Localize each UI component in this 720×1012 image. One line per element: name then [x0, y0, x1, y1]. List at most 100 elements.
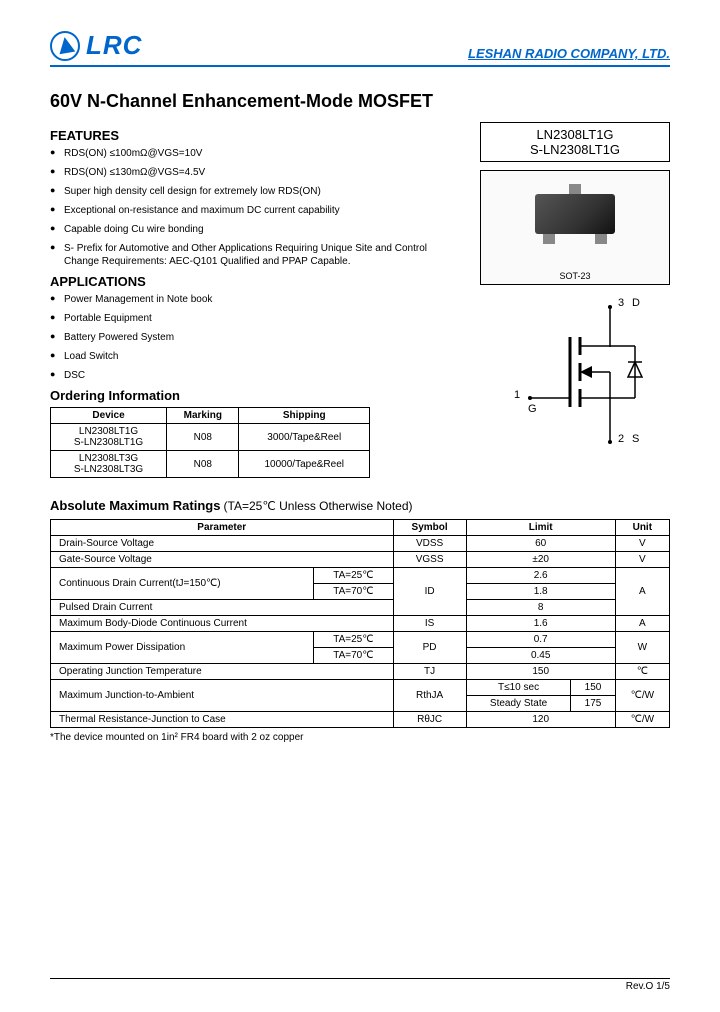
cell-marking: N08	[167, 451, 239, 478]
ordering-heading: Ordering Information	[50, 388, 460, 403]
cell-cond: T≤10 sec	[466, 680, 571, 696]
cell-limit: 1.8	[466, 584, 615, 600]
table-header-row: Parameter Symbol Limit Unit	[51, 520, 670, 536]
application-item: Portable Equipment	[64, 312, 460, 325]
cell-param: Thermal Resistance-Junction to Case	[51, 712, 394, 728]
table-row: Pulsed Drain Current 8	[51, 600, 670, 616]
cell-symbol: RthJA	[393, 680, 466, 712]
cell-param: Operating Junction Temperature	[51, 664, 394, 680]
cell-param: Maximum Body-Diode Continuous Current	[51, 616, 394, 632]
table-row: Maximum Junction-to-Ambient RthJA T≤10 s…	[51, 680, 670, 696]
table-row: Drain-Source Voltage VDSS 60 V	[51, 536, 670, 552]
cell-cond: TA=25℃	[314, 632, 393, 648]
application-item: Load Switch	[64, 350, 460, 363]
schematic-svg	[480, 297, 670, 447]
ordering-table: Device Marking Shipping LN2308LT1G S-LN2…	[50, 407, 370, 478]
cell-shipping: 3000/Tape&Reel	[239, 424, 370, 451]
cell-symbol: PD	[393, 632, 466, 664]
ratings-condition: (TA=25℃ Unless Otherwise Noted)	[224, 499, 413, 513]
ratings-section: Absolute Maximum Ratings (TA=25℃ Unless …	[50, 498, 670, 743]
pin-icon	[569, 184, 581, 194]
cell-cond: TA=25℃	[314, 568, 393, 584]
cell-symbol: TJ	[393, 664, 466, 680]
application-item: DSC	[64, 369, 460, 382]
cell-param: Maximum Junction-to-Ambient	[51, 680, 394, 712]
package-drawing: SOT-23	[480, 170, 670, 285]
ratings-title: Absolute Maximum Ratings	[50, 498, 220, 513]
upper-section: FEATURES RDS(ON) ≤100mΩ@VGS=10V RDS(ON) …	[50, 122, 670, 478]
applications-heading: APPLICATIONS	[50, 274, 460, 289]
table-row: Gate-Source Voltage VGSS ±20 V	[51, 552, 670, 568]
cell-symbol: RθJC	[393, 712, 466, 728]
cell-unit: W	[615, 632, 669, 664]
cell-symbol: VGSS	[393, 552, 466, 568]
cell-param: Pulsed Drain Current	[51, 600, 394, 616]
col-shipping: Shipping	[239, 408, 370, 424]
feature-item: RDS(ON) ≤100mΩ@VGS=10V	[64, 147, 460, 160]
cell-symbol: IS	[393, 616, 466, 632]
cell-marking: N08	[167, 424, 239, 451]
cell-limit: 175	[571, 696, 615, 712]
col-symbol: Symbol	[393, 520, 466, 536]
logo-icon	[50, 31, 80, 61]
ratings-table: Parameter Symbol Limit Unit Drain-Source…	[50, 519, 670, 728]
table-row: Thermal Resistance-Junction to Case RθJC…	[51, 712, 670, 728]
cell-limit: 2.6	[466, 568, 615, 584]
ratings-heading: Absolute Maximum Ratings (TA=25℃ Unless …	[50, 498, 670, 513]
table-row: LN2308LT3G S-LN2308LT3G N08 10000/Tape&R…	[51, 451, 370, 478]
pin-d-label: D	[632, 297, 640, 309]
pin-s-label: S	[632, 433, 639, 445]
table-row: Continuous Drain Current(tJ=150℃) TA=25℃…	[51, 568, 670, 584]
cell-unit: V	[615, 536, 669, 552]
right-column: LN2308LT1G S-LN2308LT1G SOT-23	[480, 122, 670, 478]
table-header-row: Device Marking Shipping	[51, 408, 370, 424]
col-unit: Unit	[615, 520, 669, 536]
cell-unit: ℃	[615, 664, 669, 680]
table-row: Maximum Power Dissipation TA=25℃ PD 0.7 …	[51, 632, 670, 648]
table-row: Maximum Body-Diode Continuous Current IS…	[51, 616, 670, 632]
feature-item: Exceptional on-resistance and maximum DC…	[64, 204, 460, 217]
applications-list: Power Management in Note book Portable E…	[50, 293, 460, 382]
pin-d-num: 3	[618, 297, 624, 309]
cell-limit: ±20	[466, 552, 615, 568]
left-column: FEATURES RDS(ON) ≤100mΩ@VGS=10V RDS(ON) …	[50, 122, 460, 478]
cell-cond: TA=70℃	[314, 648, 393, 664]
cell-limit: 150	[466, 664, 615, 680]
cell-limit: 0.7	[466, 632, 615, 648]
feature-item: Super high density cell design for extre…	[64, 185, 460, 198]
pin-g-num: 1	[514, 389, 520, 401]
cell-unit: ℃/W	[615, 680, 669, 712]
col-marking: Marking	[167, 408, 239, 424]
pin-g-label: G	[528, 403, 537, 415]
page-title: 60V N-Channel Enhancement-Mode MOSFET	[50, 91, 670, 112]
table-row: LN2308LT1G S-LN2308LT1G N08 3000/Tape&Re…	[51, 424, 370, 451]
part-line-1: LN2308LT1G	[489, 127, 661, 142]
cell-unit: ℃/W	[615, 712, 669, 728]
part-line-2: S-LN2308LT1G	[489, 142, 661, 157]
cell-device: LN2308LT3G S-LN2308LT3G	[51, 451, 167, 478]
feature-item: S- Prefix for Automotive and Other Appli…	[64, 242, 460, 268]
application-item: Power Management in Note book	[64, 293, 460, 306]
page-footer: Rev.O 1/5	[50, 978, 670, 992]
cell-symbol: VDSS	[393, 536, 466, 552]
logo: LRC	[50, 30, 142, 61]
cell-limit: 8	[466, 600, 615, 616]
cell-limit: 1.6	[466, 616, 615, 632]
chip-icon	[535, 194, 615, 234]
cell-cond: TA=70℃	[314, 584, 393, 600]
cell-param: Continuous Drain Current(tJ=150℃)	[51, 568, 314, 600]
company-name: LESHAN RADIO COMPANY, LTD.	[468, 46, 670, 61]
cell-unit: A	[615, 616, 669, 632]
table-row: Operating Junction Temperature TJ 150 ℃	[51, 664, 670, 680]
col-parameter: Parameter	[51, 520, 394, 536]
cell-unit: A	[615, 568, 669, 616]
logo-text: LRC	[86, 30, 142, 61]
cell-limit: 150	[571, 680, 615, 696]
cell-limit: 60	[466, 536, 615, 552]
cell-cond: Steady State	[466, 696, 571, 712]
col-device: Device	[51, 408, 167, 424]
package-label: SOT-23	[559, 271, 590, 281]
cell-param: Maximum Power Dissipation	[51, 632, 314, 664]
cell-param: Drain-Source Voltage	[51, 536, 394, 552]
application-item: Battery Powered System	[64, 331, 460, 344]
